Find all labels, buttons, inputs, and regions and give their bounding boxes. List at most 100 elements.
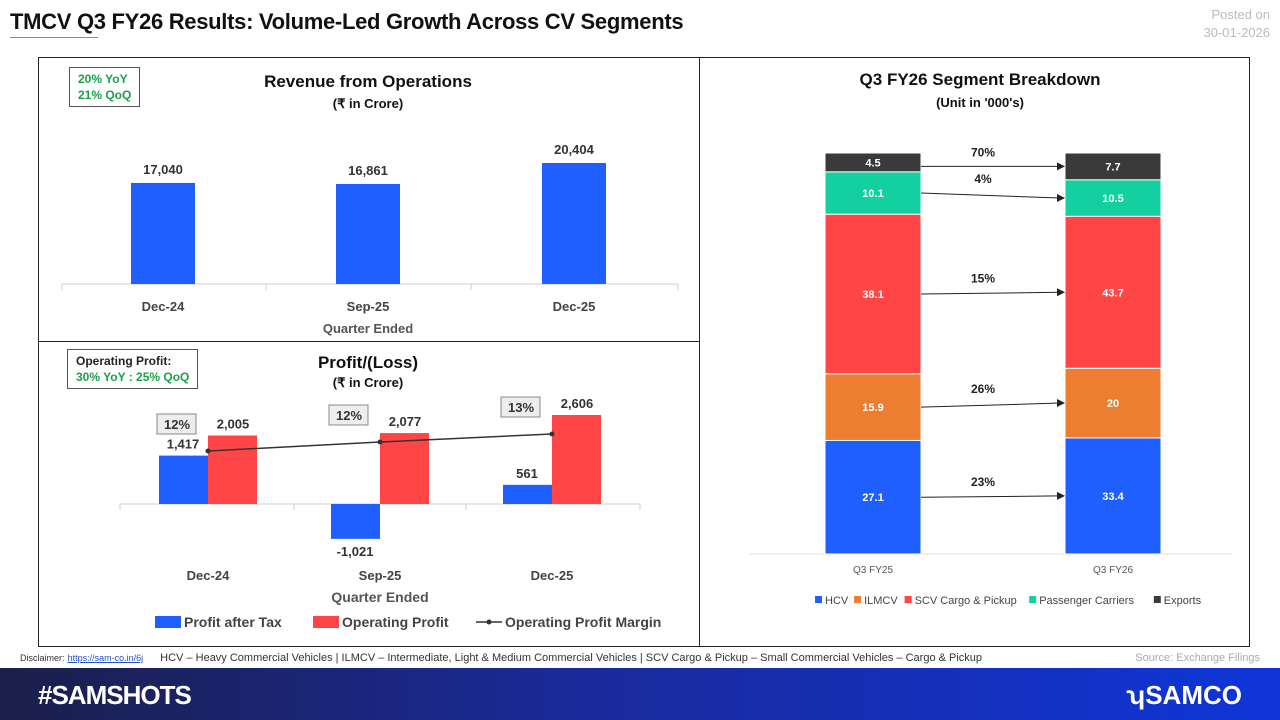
charts-frame (38, 57, 1250, 647)
pat-label: -1,021 (337, 544, 374, 559)
segment-label: 10.1 (862, 188, 883, 200)
arrow-head-icon (1057, 491, 1065, 500)
pat-bar (503, 484, 552, 504)
operating-profit-badge: Operating Profit: 30% YoY : 25% QoQ (67, 349, 199, 389)
samco-logo: ʮSAMCO (1126, 680, 1242, 711)
badge-title: Operating Profit: (76, 354, 172, 368)
x-tick-label: Dec-25 (553, 299, 596, 314)
growth-label: 4% (974, 172, 992, 186)
legend-marker (486, 619, 492, 625)
x-axis-title: Quarter Ended (331, 589, 428, 605)
pat-label: 561 (516, 466, 538, 481)
data-label: 17,040 (143, 162, 183, 177)
op-label: 2,606 (561, 396, 594, 411)
revenue-chart-subtitle: (₹ in Crore) (332, 96, 404, 111)
x-tick-label: Dec-24 (142, 299, 185, 314)
legend-swatch (815, 596, 822, 603)
x-tick-label: Q3 FY26 (1093, 565, 1133, 576)
legend-label: ILMCV (864, 595, 898, 607)
segment-label: 15.9 (862, 402, 883, 414)
x-tick-label: Dec-24 (187, 568, 230, 583)
disclaimer-link[interactable]: https://sam-co.in/6j (67, 653, 144, 663)
data-label: 20,404 (554, 142, 595, 157)
segment-bar (824, 152, 922, 173)
segment-bar (824, 171, 922, 215)
profit-chart-title: Profit/(Loss) (317, 353, 419, 372)
growth-arrow (920, 402, 1061, 408)
pat-label: 1,417 (167, 437, 200, 452)
op-bar (208, 435, 257, 504)
posted-value: 30-01-2026 (1203, 25, 1271, 40)
hashtag: #SAMSHOTS (38, 680, 192, 710)
source-text: Source: Exchange Filings (1135, 652, 1260, 664)
growth-label: 23% (971, 475, 995, 489)
data-label: 16,861 (348, 163, 388, 178)
legend-label: Profit after Tax (184, 614, 282, 630)
op-bar (552, 415, 601, 504)
segment-label: 4.5 (865, 157, 880, 169)
legend-swatch (1153, 596, 1161, 603)
badge-text: 30% YoY : 25% QoQ (76, 370, 190, 384)
legend-label: SCV Cargo & Pickup (915, 595, 1017, 607)
x-axis-title: Quarter Ended (323, 321, 413, 336)
legend-label: Operating Profit (342, 614, 449, 630)
arrow-head-icon (1057, 162, 1065, 171)
legend-swatch (1029, 596, 1037, 603)
margin-label-box (500, 396, 541, 418)
revenue-chart: 17,040 Dec-24 16,861 Sep-25 20,404 Dec-25 Quar… (61, 142, 679, 336)
segment-bar (1064, 179, 1162, 217)
posted-label: Posted on (1211, 7, 1270, 22)
divider (38, 341, 700, 342)
growth-arrow (920, 495, 1061, 498)
margin-point (549, 431, 555, 437)
qoq-text: 21% QoQ (78, 88, 132, 102)
legend-swatch (155, 616, 181, 628)
revenue-bar (131, 182, 195, 284)
margin-label-box (328, 404, 369, 426)
disclaimer-label: Disclaimer: (20, 653, 65, 663)
revenue-growth-badge: 20% YoY 21% QoQ (69, 67, 141, 107)
legend-label: HCV (825, 595, 849, 607)
op-label: 2,077 (389, 414, 422, 429)
yoy-text: 20% YoY (78, 72, 128, 86)
segment-label: 20 (1107, 398, 1119, 410)
segment-label: 43.7 (1102, 287, 1123, 299)
x-tick-label: Sep-25 (359, 568, 402, 583)
abbreviations-text: HCV – Heavy Commercial Vehicles | ILMCV … (160, 652, 983, 664)
revenue-bar (542, 163, 606, 284)
segment-chart: 27.1 15.9 38.1 10.1 4.5 Q3 FY25 33.4 20 43.7 10.5… (750, 145, 1232, 607)
growth-label: 26% (971, 382, 995, 396)
x-tick-label: Q3 FY25 (853, 565, 893, 576)
legend-label: Exports (1164, 595, 1202, 607)
margin-point (205, 448, 211, 454)
footer-banner (0, 668, 1280, 720)
x-tick-label: Sep-25 (347, 299, 390, 314)
segment-label: 27.1 (862, 492, 883, 504)
margin-label: 12% (164, 417, 190, 432)
legend-label: Passenger Carriers (1039, 595, 1134, 607)
revenue-bar (336, 184, 400, 284)
margin-label-box (156, 413, 197, 435)
arrow-head-icon (1057, 399, 1065, 408)
pat-bar (159, 455, 208, 504)
legend-swatch (904, 596, 912, 603)
divider (699, 57, 700, 647)
arrow-head-icon (1057, 194, 1065, 203)
pat-bar (331, 504, 380, 539)
segment-bar (1064, 437, 1162, 555)
logo-mark-icon: ʮ (1126, 680, 1146, 710)
segment-chart-title: Q3 FY26 Segment Breakdown (859, 70, 1101, 89)
growth-label: 70% (971, 145, 995, 159)
x-tick-label: Dec-25 (531, 568, 574, 583)
op-bar (380, 433, 429, 504)
legend-swatch (854, 596, 862, 603)
legend-swatch (313, 616, 339, 628)
margin-label: 12% (336, 408, 362, 423)
legend-label: Operating Profit Margin (505, 614, 661, 630)
margin-point (377, 439, 383, 445)
brand-text: SAMCO (1145, 680, 1242, 710)
segment-label: 33.4 (1102, 491, 1124, 503)
segment-chart-subtitle: (Unit in '000's) (936, 95, 1024, 110)
title-underline (10, 37, 98, 38)
growth-arrow (920, 291, 1061, 295)
